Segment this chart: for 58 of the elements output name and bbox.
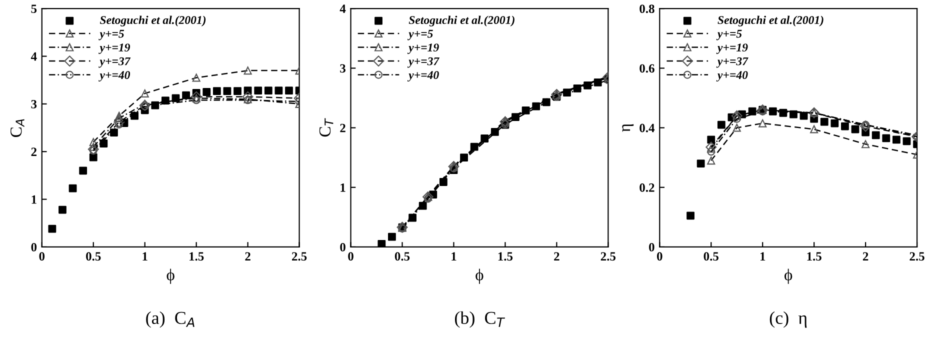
x-tick-label: 1.5: [190, 252, 204, 261]
x-tick-label: 0: [656, 252, 662, 261]
text: (b) C$_{T}$: [454, 311, 506, 328]
x-tick-label: 1: [142, 252, 148, 260]
y-tick-label: 0.6: [640, 64, 654, 73]
legend-label: y+=40: [716, 71, 748, 82]
text: (a) C$_{A}$: [146, 311, 194, 328]
x-tick-label: 1.5: [498, 252, 513, 261]
legend-label: Setoguchi et al.(2001): [100, 16, 206, 26]
x-tick-label: 1.5: [807, 252, 822, 261]
y-tick-label: 0: [31, 242, 37, 252]
text: (c) η: [770, 311, 807, 328]
x-tick-label: 0.5: [704, 252, 718, 261]
y-tick-label: 1: [32, 195, 36, 204]
x-tick-label: 2.5: [910, 252, 924, 261]
legend-label: y+=5: [98, 30, 124, 40]
legend-label: y+=19: [407, 44, 439, 54]
x-tick-label: 0.5: [394, 252, 410, 261]
y-tick-label: 4: [340, 4, 346, 13]
x-axis-title: ϕ: [166, 268, 174, 284]
y-axis-title: η: [622, 124, 634, 132]
x-tick-label: 0: [39, 252, 45, 261]
y-tick-label: 0: [340, 242, 346, 252]
legend-label: Setoguchi et al.(2001): [718, 16, 824, 26]
legend-label: y+=37: [98, 57, 131, 68]
legend-label: y+=5: [407, 30, 433, 40]
legend-label: y+=40: [98, 71, 130, 82]
x-axis-title: ϕ: [476, 268, 484, 284]
x-tick-label: 2: [862, 252, 868, 260]
x-tick-label: 2.5: [292, 252, 307, 261]
y-tick-label: 2: [31, 148, 36, 156]
x-tick-label: 0.5: [86, 252, 101, 261]
y-axis-title: C$_{T}$: [319, 118, 334, 137]
x-tick-label: 2: [245, 252, 250, 260]
legend-label: y+=5: [716, 30, 742, 40]
legend-label: Setoguchi et al.(2001): [408, 16, 514, 26]
y-tick-label: 0: [649, 242, 654, 252]
x-tick-label: 1: [760, 252, 766, 260]
legend-label: y+=19: [716, 44, 748, 54]
y-axis-title: C$_{A}$: [10, 119, 24, 137]
y-tick-label: 0.4: [640, 124, 655, 132]
legend-label: y+=40: [407, 71, 439, 82]
legend-label: y+=37: [407, 57, 440, 68]
legend-label: y+=19: [98, 44, 130, 54]
y-tick-label: 0.2: [640, 183, 654, 192]
x-tick-label: 2.5: [600, 252, 616, 261]
y-tick-label: 1: [340, 183, 346, 192]
y-tick-label: 4: [30, 52, 37, 61]
y-tick-label: 5: [31, 4, 37, 14]
y-tick-label: 2: [340, 124, 346, 132]
y-tick-label: 3: [340, 64, 346, 73]
y-tick-label: 0.8: [640, 4, 654, 14]
y-tick-label: 3: [31, 100, 37, 108]
x-tick-label: 2: [554, 252, 560, 260]
x-tick-label: 0: [348, 252, 354, 261]
x-tick-label: 1: [452, 252, 456, 260]
legend-label: y+=37: [716, 57, 748, 68]
x-axis-title: ϕ: [784, 268, 792, 284]
